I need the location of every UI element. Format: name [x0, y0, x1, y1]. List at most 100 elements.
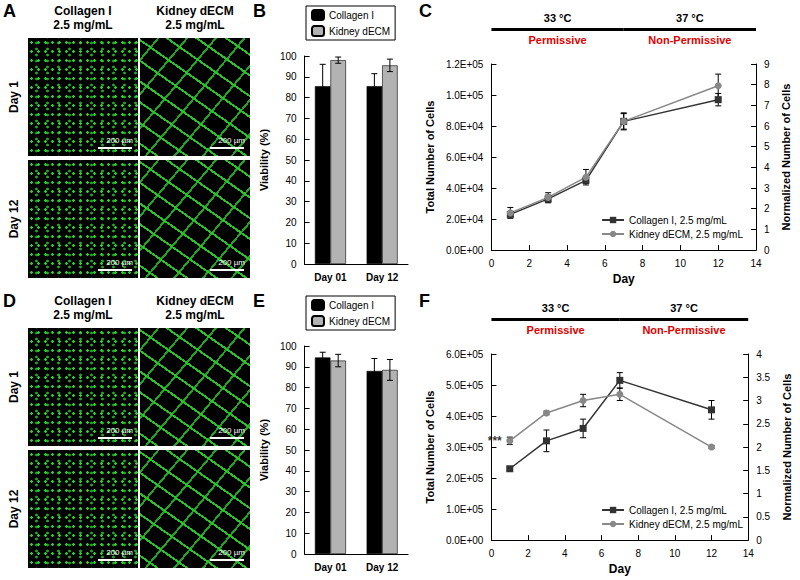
- svg-text:0.5: 0.5: [756, 511, 770, 522]
- svg-text:8: 8: [764, 79, 770, 90]
- svg-text:Kidney dECM: Kidney dECM: [329, 316, 390, 327]
- svg-text:6.0E+04: 6.0E+04: [446, 152, 484, 163]
- svg-text:Kidney dECM, 2.5 mg/mL: Kidney dECM, 2.5 mg/mL: [629, 229, 743, 240]
- svg-text:2: 2: [525, 548, 531, 559]
- svg-text:Viability (%): Viability (%): [258, 129, 270, 191]
- svg-text:12: 12: [713, 258, 725, 269]
- svg-text:8: 8: [635, 548, 641, 559]
- svg-text:10: 10: [669, 548, 681, 559]
- svg-text:0.0E+00: 0.0E+00: [446, 535, 484, 546]
- svg-text:***: ***: [488, 434, 502, 448]
- svg-text:8.0E+04: 8.0E+04: [446, 121, 484, 132]
- svg-text:7: 7: [764, 100, 770, 111]
- svg-text:Permissive: Permissive: [527, 324, 585, 336]
- svg-text:8: 8: [640, 258, 646, 269]
- svg-text:Collagen I: Collagen I: [329, 300, 374, 311]
- svg-text:Day 12: Day 12: [366, 562, 399, 573]
- svg-text:30: 30: [285, 486, 297, 497]
- svg-text:Day: Day: [613, 272, 635, 286]
- svg-text:80: 80: [285, 92, 297, 103]
- svg-text:2.0E+04: 2.0E+04: [446, 214, 484, 225]
- svg-text:6: 6: [599, 548, 605, 559]
- svg-text:Permissive: Permissive: [529, 34, 587, 46]
- svg-text:1.2E+05: 1.2E+05: [446, 59, 484, 70]
- svg-text:1.0E+05: 1.0E+05: [446, 504, 484, 515]
- svg-text:100: 100: [280, 51, 297, 62]
- svg-text:2.5: 2.5: [756, 418, 770, 429]
- svg-text:2: 2: [764, 203, 770, 214]
- svg-text:1: 1: [756, 488, 762, 499]
- svg-text:90: 90: [285, 361, 297, 372]
- svg-text:0: 0: [489, 258, 495, 269]
- svg-text:Total Number of Cells: Total Number of Cells: [424, 391, 436, 504]
- svg-text:40: 40: [285, 465, 297, 476]
- svg-text:Collagen I, 2.5 mg/mL: Collagen I, 2.5 mg/mL: [629, 505, 727, 516]
- svg-text:5: 5: [764, 141, 770, 152]
- svg-text:2: 2: [526, 258, 532, 269]
- svg-text:4: 4: [564, 258, 570, 269]
- svg-text:60: 60: [285, 424, 297, 435]
- svg-text:Day 01: Day 01: [314, 272, 347, 283]
- svg-text:3.0E+05: 3.0E+05: [446, 442, 484, 453]
- svg-text:Non-Permissive: Non-Permissive: [642, 324, 725, 336]
- svg-text:Collagen I, 2.5 mg/mL: Collagen I, 2.5 mg/mL: [629, 215, 727, 226]
- svg-text:5.0E+05: 5.0E+05: [446, 380, 484, 391]
- svg-text:0.0E+00: 0.0E+00: [446, 245, 484, 256]
- svg-text:33 °C: 33 °C: [544, 12, 572, 24]
- svg-text:10: 10: [285, 238, 297, 249]
- svg-text:2.0E+05: 2.0E+05: [446, 473, 484, 484]
- svg-text:Total Number of Cells: Total Number of Cells: [424, 101, 436, 214]
- svg-text:100: 100: [280, 341, 297, 352]
- svg-text:Day: Day: [609, 562, 631, 576]
- svg-text:70: 70: [285, 113, 297, 124]
- svg-text:70: 70: [285, 403, 297, 414]
- svg-text:Non-Permissive: Non-Permissive: [648, 34, 731, 46]
- svg-text:4.0E+05: 4.0E+05: [446, 411, 484, 422]
- svg-text:6: 6: [602, 258, 608, 269]
- svg-text:10: 10: [285, 528, 297, 539]
- svg-text:37 °C: 37 °C: [676, 12, 704, 24]
- svg-text:37 °C: 37 °C: [670, 302, 698, 314]
- svg-text:50: 50: [285, 155, 297, 166]
- svg-text:Day 12: Day 12: [366, 272, 399, 283]
- svg-text:0: 0: [756, 535, 762, 546]
- svg-text:80: 80: [285, 382, 297, 393]
- svg-text:Kidney dECM: Kidney dECM: [329, 26, 390, 37]
- svg-text:9: 9: [764, 59, 770, 70]
- svg-text:4.0E+04: 4.0E+04: [446, 183, 484, 194]
- svg-text:20: 20: [285, 507, 297, 518]
- svg-text:3.5: 3.5: [756, 372, 770, 383]
- svg-text:14: 14: [743, 548, 755, 559]
- svg-text:12: 12: [706, 548, 718, 559]
- svg-text:Viability (%): Viability (%): [258, 419, 270, 481]
- svg-text:3: 3: [756, 395, 762, 406]
- svg-text:Normalized Number of Cells: Normalized Number of Cells: [780, 84, 792, 231]
- svg-text:0: 0: [489, 548, 495, 559]
- svg-text:60: 60: [285, 134, 297, 145]
- svg-text:4: 4: [562, 548, 568, 559]
- svg-text:14: 14: [750, 258, 762, 269]
- svg-text:2: 2: [756, 442, 762, 453]
- svg-text:4: 4: [756, 349, 762, 360]
- svg-text:Normalized Number of Cells: Normalized Number of Cells: [781, 374, 793, 521]
- svg-text:Kidney dECM, 2.5 mg/mL: Kidney dECM, 2.5 mg/mL: [629, 519, 743, 530]
- svg-text:6: 6: [764, 121, 770, 132]
- svg-text:4: 4: [764, 162, 770, 173]
- svg-text:90: 90: [285, 71, 297, 82]
- svg-text:10: 10: [675, 258, 687, 269]
- svg-text:0: 0: [764, 245, 770, 256]
- svg-text:1.0E+05: 1.0E+05: [446, 90, 484, 101]
- svg-text:30: 30: [285, 196, 297, 207]
- svg-text:3: 3: [764, 183, 770, 194]
- svg-text:0: 0: [291, 549, 297, 560]
- svg-text:1: 1: [764, 224, 770, 235]
- svg-text:6.0E+05: 6.0E+05: [446, 349, 484, 360]
- svg-text:50: 50: [285, 445, 297, 456]
- svg-text:20: 20: [285, 217, 297, 228]
- svg-text:0: 0: [291, 259, 297, 270]
- svg-text:Day 01: Day 01: [314, 562, 347, 573]
- svg-text:Collagen I: Collagen I: [329, 10, 374, 21]
- svg-text:40: 40: [285, 175, 297, 186]
- svg-text:33 °C: 33 °C: [542, 302, 570, 314]
- svg-text:1.5: 1.5: [756, 465, 770, 476]
